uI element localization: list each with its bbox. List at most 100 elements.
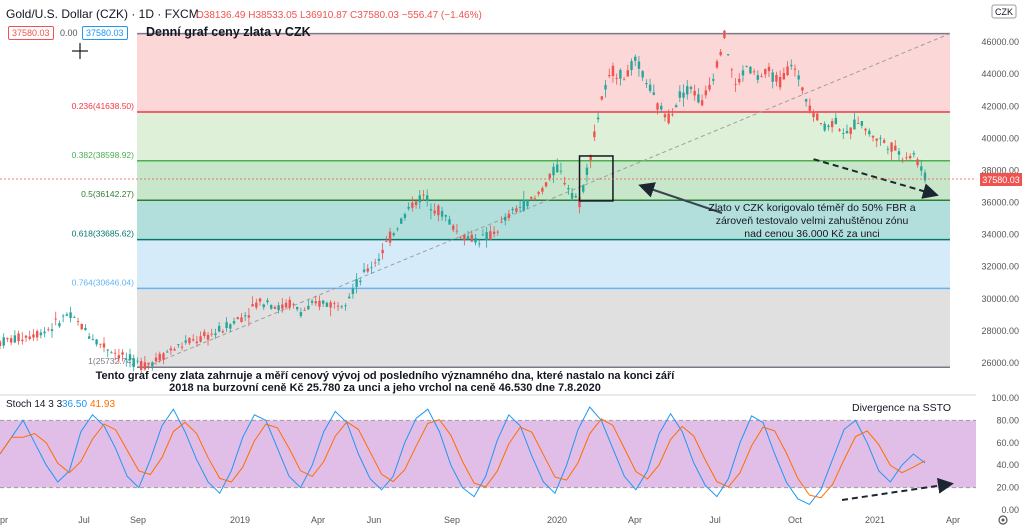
candle-body (719, 51, 722, 56)
stoch-label[interactable]: Stoch 14 3 3 (6, 399, 63, 410)
candle-body (544, 182, 548, 187)
candle-body (243, 315, 247, 317)
candle-body (604, 84, 607, 90)
candle-body (634, 56, 637, 61)
candle-body (136, 360, 139, 362)
time-tick-label: 2020 (547, 515, 567, 525)
candle-body (853, 119, 856, 130)
candle-body (32, 334, 35, 338)
stoch-axis-ticks: 0.00 20.00 40.00 60.00 80.00 100.00 (991, 393, 1019, 515)
fibonacci-lines (137, 32, 950, 368)
price-left-box[interactable]: 37580.03 (8, 26, 54, 40)
fibonacci-labels: 0.236(41638.50) 0.382(38598.92) 0.5(36142.… (72, 101, 135, 366)
fib-label: 1(25732.74) (88, 356, 134, 366)
candle-body (485, 232, 488, 240)
candle-body (738, 78, 741, 83)
candle-body (13, 335, 17, 343)
candle-body (403, 214, 407, 219)
price-tick-label: 36000.00 (981, 198, 1019, 208)
candle-body (585, 167, 589, 175)
candle-body (414, 201, 418, 206)
stoch-tick-label: 100.00 (991, 393, 1019, 403)
crosshair-icon (72, 43, 88, 59)
caption-line-2: 2018 na burzovní ceně Kč 25.780 za unci … (169, 382, 601, 394)
candle-body (500, 221, 503, 223)
candle-body (437, 205, 440, 216)
time-tick-label: 2019 (230, 515, 250, 525)
candle-body (552, 166, 555, 176)
candle-body (47, 329, 50, 331)
candle-body (823, 123, 826, 131)
stoch-divergence-arrow[interactable] (841, 477, 954, 501)
annotation-line-2: zároveň testovalo velmi zahuštěnou zónu (716, 215, 909, 227)
time-tick-label: Sep (130, 515, 146, 525)
candle-body (355, 279, 358, 287)
candle-body (860, 121, 864, 126)
candle-body (760, 75, 763, 77)
candle-body (177, 344, 180, 346)
candle-body (80, 323, 83, 330)
candle-body (35, 331, 39, 338)
candle-body (559, 170, 563, 172)
candle-body (61, 315, 65, 317)
dashed-arrow[interactable] (813, 158, 939, 199)
candle-body (745, 66, 748, 67)
candle-body (262, 304, 265, 308)
candle-body (678, 91, 682, 98)
price-tick-label: 38000.00 (981, 165, 1019, 175)
candle-body (58, 323, 61, 327)
candle-body (84, 328, 87, 331)
candle-body (630, 61, 633, 71)
candle-body (106, 349, 109, 351)
candle-body (199, 336, 202, 342)
candle-body (507, 213, 511, 219)
candle-body (537, 192, 540, 194)
price-axis[interactable] (976, 0, 1024, 530)
settings-gear-icon[interactable] (998, 515, 1008, 525)
candle-body (905, 157, 908, 159)
candle-body (121, 352, 124, 355)
candle-body (39, 332, 43, 336)
symbol-title[interactable]: Gold/U.S. Dollar (CZK) · 1D · FXCM (6, 7, 199, 21)
price-tick-label: 34000.00 (981, 230, 1019, 240)
candle-body (790, 64, 793, 67)
candle-body (771, 72, 774, 82)
candle-body (236, 317, 239, 320)
candle-body (619, 69, 622, 79)
candle-body (704, 90, 708, 96)
candle-body (459, 236, 462, 238)
annotation-arrow[interactable] (638, 182, 723, 214)
annotation-line-3: nad cenou 36.000 Kč za unci (744, 228, 879, 240)
candle-body (169, 348, 173, 351)
stoch-tick-label: 20.00 (996, 483, 1019, 493)
candle-body (908, 155, 912, 159)
candle-body (593, 131, 596, 138)
candle-body (325, 302, 329, 307)
candle-body (522, 199, 525, 211)
candle-body (184, 340, 187, 343)
candle-body (433, 210, 436, 214)
candle-body (162, 353, 165, 360)
candle-body (400, 218, 403, 224)
candle-body (797, 75, 800, 80)
candle-body (700, 100, 704, 106)
trendline[interactable] (144, 33, 951, 368)
currency-badge-text: CZK (995, 7, 1013, 17)
candle-body (359, 280, 362, 283)
highlight-box[interactable] (578, 155, 614, 202)
candle-body (608, 75, 611, 77)
candle-body (715, 61, 719, 68)
price-tick-label: 26000.00 (981, 358, 1019, 368)
candle-body (165, 351, 169, 353)
candle-body (697, 94, 700, 103)
price-right-box[interactable]: 37580.03 (82, 26, 128, 40)
candle-body (321, 300, 325, 304)
candle-body (444, 215, 447, 217)
candle-body (295, 306, 299, 310)
candle-body (329, 302, 332, 308)
currency-badge[interactable] (991, 4, 1017, 19)
candle-body (6, 337, 9, 340)
stoch-tick-label: 0.00 (1001, 505, 1019, 515)
candle-body (622, 79, 626, 81)
